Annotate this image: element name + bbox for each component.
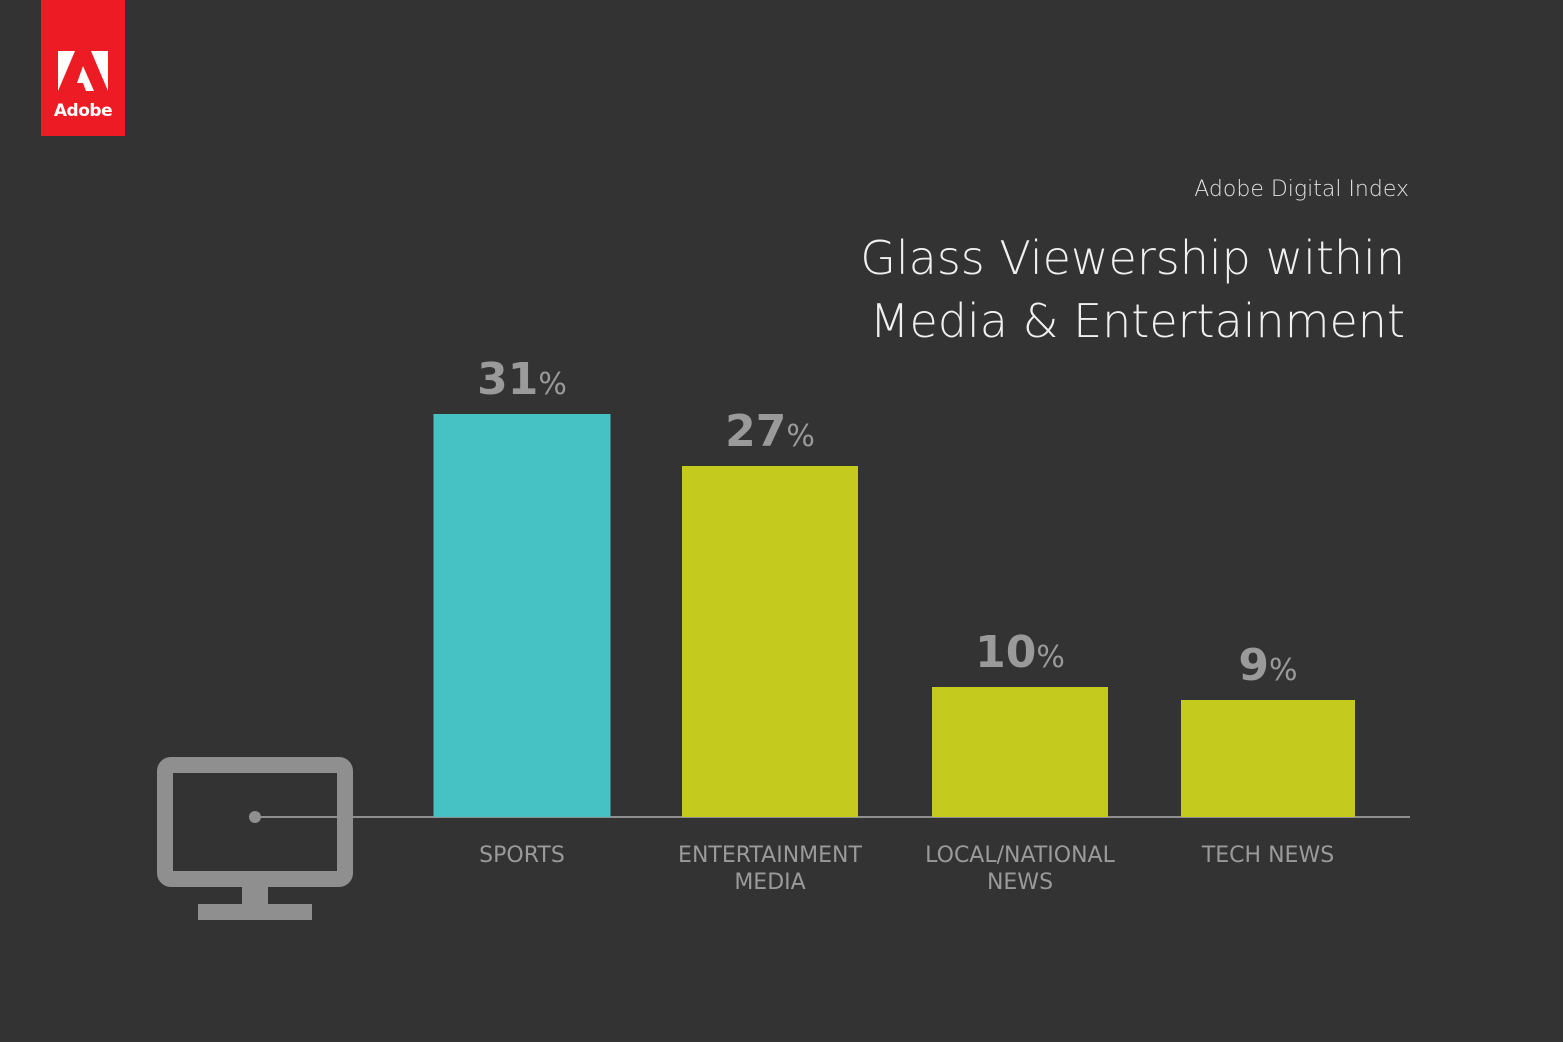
tv-monitor-icon — [157, 757, 353, 920]
chart-title-line-1: Glass Viewership within — [860, 231, 1405, 285]
x-tick-label: TECH NEWS — [1201, 843, 1334, 868]
bar — [1181, 700, 1355, 817]
chart-title: Glass Viewership within Media & Entertai… — [505, 227, 1405, 353]
x-tick-label: LOCAL/NATIONAL NEWS — [925, 843, 1115, 895]
chart-title-line-2: Media & Entertainment — [869, 294, 1405, 348]
data-label: 27% — [725, 406, 815, 457]
adobe-logo: Adobe — [41, 0, 125, 136]
x-tick-label: ENTERTAINMENT MEDIA — [678, 843, 862, 895]
bar — [682, 466, 858, 817]
source-label: Adobe Digital Index — [1194, 177, 1409, 202]
x-tick-label: SPORTS — [479, 843, 565, 868]
bar — [932, 687, 1108, 817]
adobe-logo-icon — [58, 51, 108, 91]
data-label: 10% — [975, 627, 1065, 678]
adobe-wordmark: Adobe — [53, 101, 113, 121]
bar — [433, 414, 611, 817]
data-label: 31% — [477, 354, 567, 405]
data-label: 9% — [1238, 640, 1297, 691]
